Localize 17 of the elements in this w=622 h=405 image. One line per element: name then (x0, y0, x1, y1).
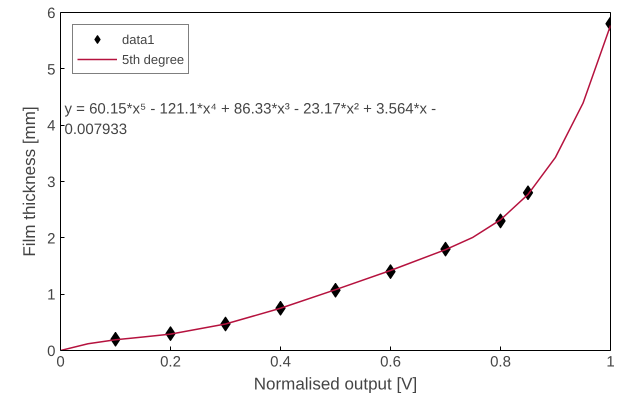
x-axis-title: Normalised output [V] (254, 374, 418, 394)
legend-label: data1 (122, 32, 155, 46)
legend-label: 5th degree (122, 52, 184, 66)
y-tick-label: 0 (47, 343, 56, 360)
y-tick-label: 2 (47, 230, 56, 248)
x-tick-label: 0.8 (490, 354, 511, 370)
y-tick-label: 5 (47, 61, 56, 78)
y-tick-label: 3 (47, 174, 56, 191)
x-tick-label: 1 (606, 354, 615, 370)
y-tick-label: 4 (47, 118, 56, 135)
x-tick-label: 0.6 (380, 354, 401, 370)
y-tick-label: 6 (47, 5, 56, 22)
x-tick-label: 0.4 (270, 354, 291, 370)
y-tick-label: 1 (47, 286, 56, 304)
x-tick-label: 0.2 (160, 354, 181, 370)
y-axis-title: Film thickness [mm] (20, 106, 40, 257)
annotation: y = 60.15*x⁵ - 121.1*x⁴ + 86.33*x³ - 23.17*x² + 3.564*x - 0.007933 (64, 100, 436, 138)
